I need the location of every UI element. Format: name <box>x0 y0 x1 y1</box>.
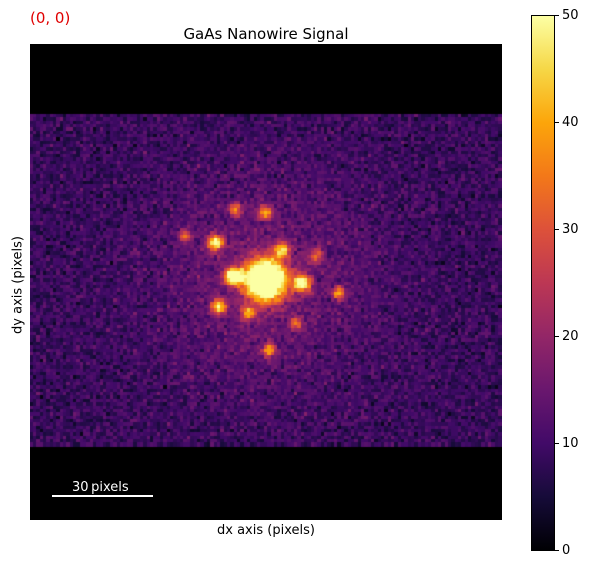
heatmap-canvas <box>30 44 502 520</box>
colorbar-tick-label: 10 <box>562 436 579 451</box>
colorbar-tick-label: 20 <box>562 329 579 344</box>
scalebar-label: 30 pixels <box>72 480 129 495</box>
y-axis-label: dy axis (pixels) <box>10 236 26 334</box>
scalebar-line <box>52 495 153 497</box>
coordinate-readout: (0, 0) <box>30 9 71 27</box>
colorbar-tick <box>555 122 559 123</box>
chart-title: GaAs Nanowire Signal <box>183 25 349 43</box>
colorbar-tick-label: 30 <box>562 222 579 237</box>
colorbar-tick <box>555 443 559 444</box>
colorbar-tick <box>555 15 559 16</box>
colorbar-tick <box>555 336 559 337</box>
colorbar-tick <box>555 550 559 551</box>
colorbar-tick-label: 0 <box>562 543 571 558</box>
colorbar-tick-label: 40 <box>562 115 579 130</box>
colorbar-tick <box>555 229 559 230</box>
colorbar-tick-label: 50 <box>562 8 579 23</box>
x-axis-label: dx axis (pixels) <box>217 523 315 538</box>
diffraction-image[interactable] <box>30 44 502 520</box>
colorbar <box>531 15 555 551</box>
